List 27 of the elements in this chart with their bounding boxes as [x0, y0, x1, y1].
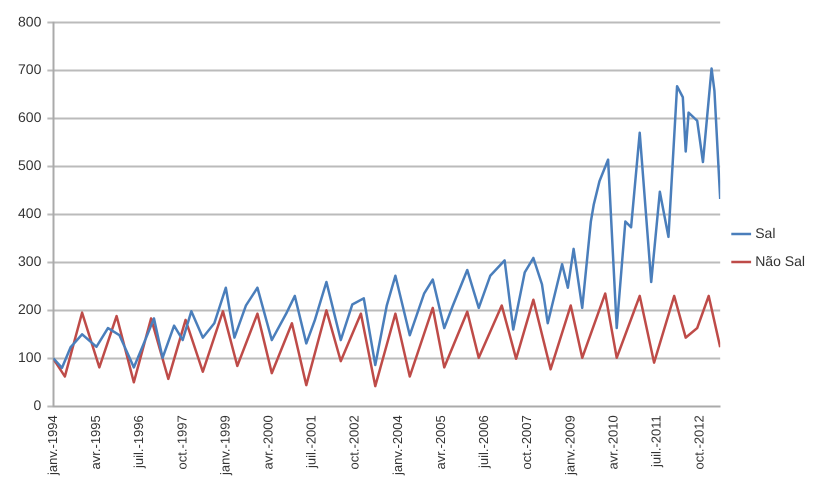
- x-tick-label: oct.-2002: [346, 415, 362, 470]
- y-tick-label: 800: [18, 13, 42, 30]
- y-tick-label: 700: [18, 61, 42, 78]
- x-tick-label: juil.-1996: [131, 415, 146, 470]
- x-tick-label: avr.-2000: [260, 415, 276, 470]
- x-tick-label: oct.-1997: [174, 415, 190, 470]
- x-tick-label: janv.-1999: [217, 415, 232, 476]
- y-tick-label: 400: [18, 205, 42, 222]
- y-tick-label: 300: [18, 253, 42, 270]
- y-tick-label: 500: [18, 157, 42, 174]
- x-tick-label: juil.-2006: [476, 415, 492, 470]
- y-tick-label: 600: [18, 109, 42, 126]
- x-tick-label: janv.-2004: [390, 415, 405, 476]
- x-tick-label: juil.-2011: [648, 415, 664, 468]
- x-tick-label: oct.-2007: [519, 415, 534, 470]
- x-tick-label: janv.-1994: [44, 415, 60, 476]
- x-tick-label: oct.-2012: [692, 415, 707, 470]
- x-tick-label: juil.-2001: [304, 415, 319, 470]
- x-tick-label: janv.-2009: [562, 415, 578, 476]
- legend-label: Não Sal: [755, 252, 806, 269]
- y-tick-label: 100: [18, 349, 42, 366]
- y-tick-label: 200: [18, 301, 42, 318]
- x-tick-label: avr.-2005: [432, 415, 448, 470]
- legend-label: Sal: [755, 224, 776, 241]
- x-tick-label: avr.-1995: [88, 415, 104, 470]
- x-tick-label: avr.-2010: [605, 415, 620, 470]
- y-tick-label: 0: [34, 397, 42, 414]
